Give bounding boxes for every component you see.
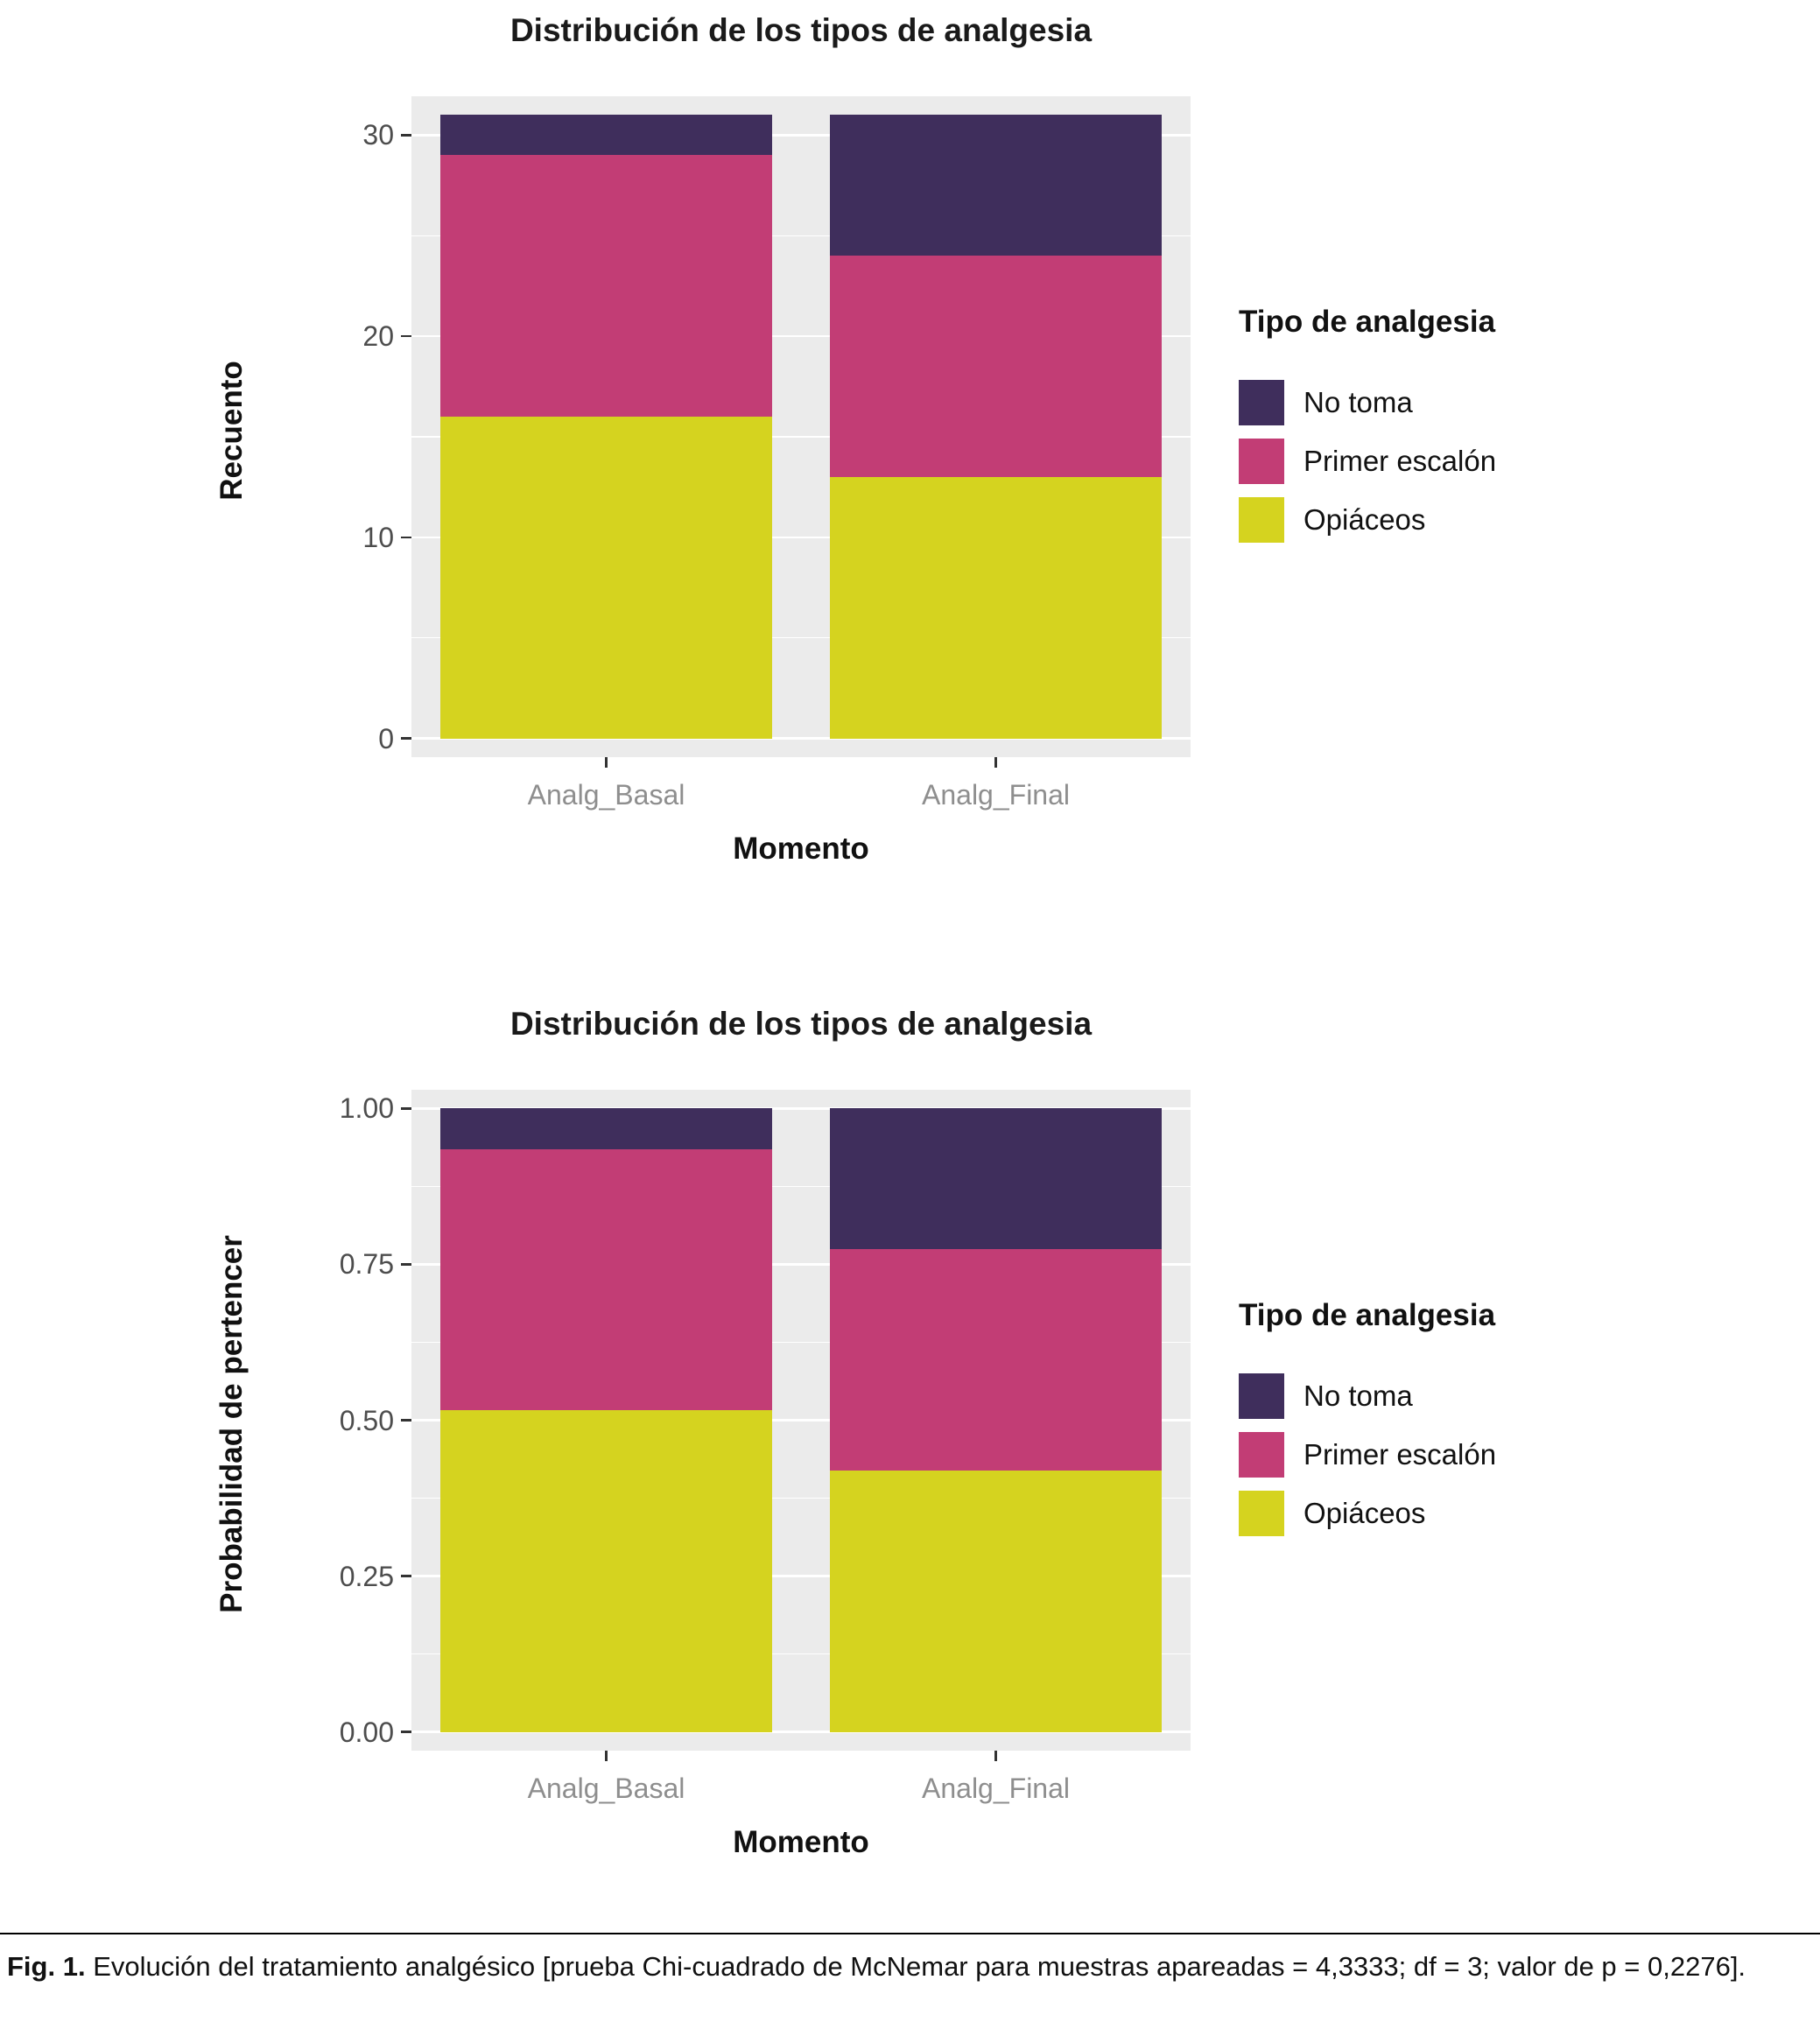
legend-title: Tipo de analgesia bbox=[1239, 1298, 1496, 1332]
gridline-minor bbox=[411, 1185, 1191, 1187]
gridline-minor bbox=[411, 637, 1191, 639]
bar-segment bbox=[830, 1249, 1162, 1471]
y-tick-mark bbox=[401, 1419, 411, 1422]
bar-segment bbox=[440, 155, 772, 417]
x-tick-label: Analg_Final bbox=[922, 779, 1070, 811]
legend-swatch bbox=[1239, 1491, 1284, 1536]
legend-label: Opiáceos bbox=[1304, 503, 1426, 536]
legend-title: Tipo de analgesia bbox=[1239, 305, 1496, 339]
y-tick-mark bbox=[401, 134, 411, 137]
y-tick-label: 1.00 bbox=[339, 1092, 394, 1125]
gridline-major bbox=[411, 334, 1191, 338]
bar-segment bbox=[440, 417, 772, 739]
gridline-minor bbox=[411, 1653, 1191, 1655]
gridline-minor bbox=[411, 436, 1191, 438]
y-tick-label: 30 bbox=[362, 119, 394, 151]
legend-label: Primer escalón bbox=[1304, 1438, 1497, 1471]
y-tick-label: 0.00 bbox=[339, 1716, 394, 1748]
legend-entry: Opiáceos bbox=[1239, 497, 1496, 543]
y-tick-label: 0.50 bbox=[339, 1404, 394, 1436]
bar-segment bbox=[440, 115, 772, 156]
gridline-major bbox=[411, 1419, 1191, 1422]
x-axis-title: Momento bbox=[733, 832, 869, 866]
legend-label: No toma bbox=[1304, 1380, 1413, 1412]
legend-swatch bbox=[1239, 1432, 1284, 1478]
gridline-minor bbox=[411, 235, 1191, 236]
figure-caption: Fig. 1. Evolución del tratamiento analgé… bbox=[7, 1948, 1813, 1985]
y-tick-mark bbox=[401, 737, 411, 740]
y-tick-mark bbox=[401, 334, 411, 338]
caption-text: Evolución del tratamiento analgésico [pr… bbox=[93, 1951, 1746, 1982]
x-tick-mark bbox=[605, 757, 608, 768]
y-tick-label: 0 bbox=[378, 722, 394, 755]
y-tick-mark bbox=[401, 1575, 411, 1577]
legend: Tipo de analgesia No toma Primer escalón… bbox=[1239, 1298, 1496, 1549]
x-tick-mark bbox=[994, 1751, 997, 1761]
legend: Tipo de analgesia No toma Primer escalón… bbox=[1239, 305, 1496, 556]
y-axis-title: Probabilidad de pertencer bbox=[214, 1235, 249, 1613]
gridline-major bbox=[411, 1575, 1191, 1577]
bar-segment bbox=[440, 1410, 772, 1732]
legend-entry: No toma bbox=[1239, 380, 1496, 425]
y-tick-label: 10 bbox=[362, 521, 394, 553]
legend-entry: Primer escalón bbox=[1239, 439, 1496, 484]
legend-entry: Opiáceos bbox=[1239, 1491, 1496, 1536]
x-tick-mark bbox=[994, 757, 997, 768]
y-axis-title: Recuento bbox=[214, 361, 249, 501]
legend-swatch bbox=[1239, 380, 1284, 425]
legend-swatch bbox=[1239, 1373, 1284, 1419]
x-tick-label: Analg_Basal bbox=[527, 1773, 685, 1804]
legend-swatch bbox=[1239, 497, 1284, 543]
count-chart: Distribución de los tipos de analgesia R… bbox=[0, 0, 1820, 915]
plot-panel bbox=[411, 96, 1191, 757]
legend-label: Primer escalón bbox=[1304, 445, 1497, 477]
bar-segment bbox=[440, 1108, 772, 1149]
y-tick-mark bbox=[401, 1107, 411, 1110]
y-tick-mark bbox=[401, 536, 411, 539]
y-tick-label: 20 bbox=[362, 320, 394, 353]
x-tick-label: Analg_Final bbox=[922, 1773, 1070, 1804]
legend-label: Opiáceos bbox=[1304, 1497, 1426, 1529]
chart-title: Distribución de los tipos de analgesia bbox=[509, 12, 1093, 48]
legend-swatch bbox=[1239, 439, 1284, 484]
legend-label: No toma bbox=[1304, 386, 1413, 418]
y-tick-mark bbox=[401, 1263, 411, 1266]
gridline-major bbox=[411, 1263, 1191, 1266]
y-tick-label: 0.75 bbox=[339, 1248, 394, 1281]
gridline-major bbox=[411, 737, 1191, 740]
bar-segment bbox=[830, 1108, 1162, 1250]
gridline-major bbox=[411, 536, 1191, 539]
bar-segment bbox=[830, 256, 1162, 477]
y-tick-label: 0.25 bbox=[339, 1560, 394, 1592]
gridline-major bbox=[411, 1731, 1191, 1733]
chart-title: Distribución de los tipos de analgesia bbox=[509, 1006, 1093, 1042]
x-tick-label: Analg_Basal bbox=[527, 779, 685, 811]
gridline-minor bbox=[411, 1497, 1191, 1499]
bar-segment bbox=[830, 476, 1162, 739]
bar-segment bbox=[440, 1148, 772, 1411]
gridline-major bbox=[411, 1107, 1191, 1110]
gridline-major bbox=[411, 134, 1191, 137]
plot-panel bbox=[411, 1090, 1191, 1751]
bar-segment bbox=[830, 115, 1162, 256]
x-axis-title: Momento bbox=[733, 1825, 869, 1859]
legend-entry: No toma bbox=[1239, 1373, 1496, 1419]
bar-segment bbox=[830, 1471, 1162, 1732]
caption-label: Fig. 1. bbox=[7, 1951, 86, 1982]
caption-divider bbox=[0, 1933, 1820, 1934]
x-tick-mark bbox=[605, 1751, 608, 1761]
gridline-minor bbox=[411, 1341, 1191, 1344]
legend-entry: Primer escalón bbox=[1239, 1432, 1496, 1478]
probability-chart: Distribución de los tipos de analgesia P… bbox=[0, 993, 1820, 1908]
y-tick-mark bbox=[401, 1731, 411, 1733]
